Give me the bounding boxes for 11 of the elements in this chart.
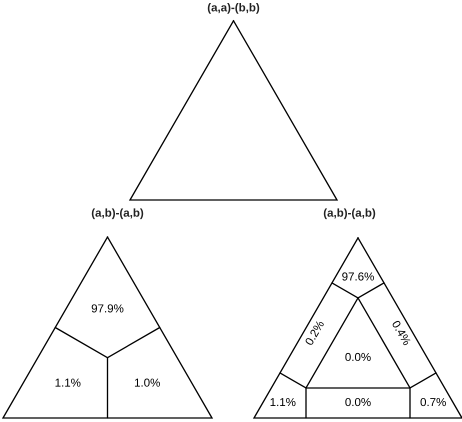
category-label: (a,b)-(a,b) <box>92 208 144 220</box>
data-label: 0.0% <box>345 352 371 362</box>
data-label: 1.1% <box>270 398 296 406</box>
data-label: 97.6% <box>342 272 374 281</box>
category-label: (a,a)-(b,b) <box>208 3 260 14</box>
data-label: 97.9% <box>92 304 124 312</box>
data-label: 0.7% <box>420 398 446 406</box>
data-label: 1.0% <box>134 378 160 387</box>
data-label: 0.0% <box>345 398 371 406</box>
data-label: 1.1% <box>56 378 81 387</box>
category-label: (a,b)-(a,b) <box>324 208 376 220</box>
